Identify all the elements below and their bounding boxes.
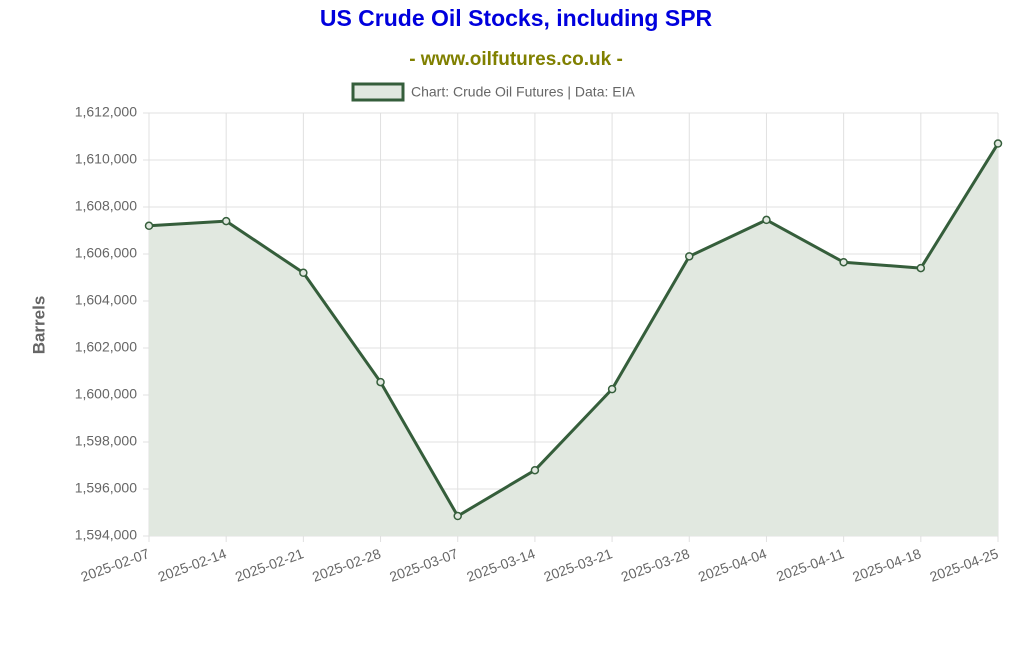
- x-tick-label: 2025-03-28: [619, 545, 692, 585]
- y-axis-label: Barrels: [29, 296, 48, 355]
- x-tick-label: 2025-03-14: [464, 545, 537, 585]
- point: [453, 511, 462, 521]
- x-tick-label: 2025-04-25: [928, 545, 1001, 585]
- y-tick-label: 1,604,000: [75, 292, 137, 308]
- x-tick-label: 2025-02-28: [310, 545, 383, 585]
- line: [148, 142, 1000, 518]
- point: [839, 257, 848, 267]
- y-tick-label: 1,602,000: [75, 339, 137, 355]
- legend-swatch: [351, 82, 405, 102]
- point: [916, 263, 926, 273]
- point: [685, 252, 694, 261]
- chart-title: US Crude Oil Stocks, including SPR: [320, 5, 713, 31]
- point: [607, 384, 617, 394]
- point: [299, 268, 308, 278]
- point: [221, 216, 231, 226]
- x-tick-label: 2025-04-04: [696, 545, 769, 585]
- legend-label: Chart: Crude Oil Futures | Data: EIA: [411, 84, 635, 100]
- y-tick-label: 1,596,000: [75, 480, 137, 496]
- point: [144, 221, 154, 231]
- y-tick-label: 1,610,000: [75, 151, 137, 167]
- y-tick-label: 1,606,000: [75, 245, 137, 261]
- x-tick-label: 2025-04-11: [774, 545, 846, 584]
- y-tick-label: 1,598,000: [75, 433, 137, 449]
- point: [376, 377, 385, 387]
- y-tick-label: 1,612,000: [75, 104, 137, 120]
- point: [762, 215, 771, 225]
- x-tick-label: 2025-02-07: [79, 545, 152, 585]
- point: [530, 465, 540, 475]
- x-tick-label: 2025-02-21: [233, 545, 306, 585]
- area: [149, 143, 998, 537]
- x-tick-label: 2025-03-07: [387, 545, 460, 585]
- point: [993, 139, 1003, 148]
- y-tick-label: 1,594,000: [75, 527, 137, 543]
- y-tick-label: 1,600,000: [75, 386, 137, 402]
- chart-subtitle: - www.oilfutures.co.uk -: [409, 49, 623, 70]
- x-tick-label: 2025-03-21: [542, 545, 615, 585]
- y-tick-label: 1,608,000: [75, 198, 137, 214]
- x-tick-label: 2025-04-18: [850, 545, 923, 585]
- x-tick-label: 2025-02-14: [156, 545, 229, 585]
